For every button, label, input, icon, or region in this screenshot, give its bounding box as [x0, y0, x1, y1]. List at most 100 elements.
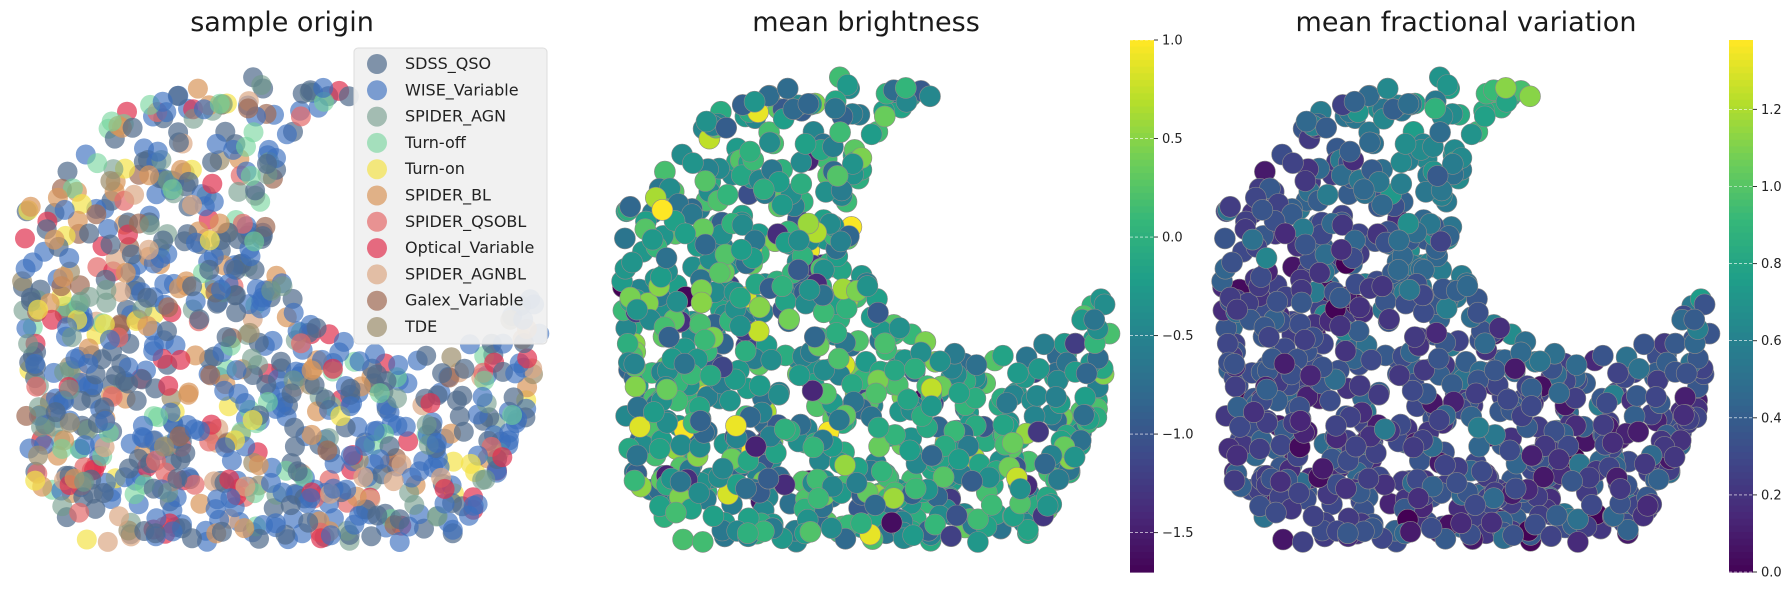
scatter-point: [693, 328, 716, 351]
scatter-point: [715, 117, 738, 139]
colorbar-segment: [1729, 359, 1753, 367]
scatter-point: [1241, 228, 1264, 251]
colorbar-segment: [1729, 332, 1753, 340]
scatter-point: [139, 215, 160, 235]
scatter-point: [143, 478, 164, 499]
scatter-point: [249, 528, 269, 549]
scatter-point: [1258, 326, 1280, 348]
scatter-point: [119, 458, 139, 479]
colorbar-segment: [1729, 319, 1753, 327]
scatter-point: [239, 322, 260, 343]
scatter-point: [474, 370, 495, 391]
colorbar-segment: [1729, 306, 1753, 314]
scatter-point: [219, 469, 240, 490]
scatter-point: [340, 378, 361, 399]
colorbar-segment: [1130, 545, 1154, 553]
scatter-point: [708, 261, 731, 284]
scatter-point: [1488, 317, 1511, 339]
scatter-point: [69, 502, 90, 523]
colorbar-segment: [1130, 139, 1154, 147]
panel-title: sample origin: [190, 7, 374, 38]
colorbar-segment: [1130, 173, 1154, 181]
scatter-point: [170, 349, 191, 370]
scatter-point: [211, 521, 232, 542]
colorbar-segment: [1130, 272, 1154, 280]
scatter-point: [1224, 375, 1247, 398]
scatter-point: [691, 531, 714, 553]
scatter-point: [404, 494, 425, 515]
colorbar: 1.2 1.0 0.8 0.6 0.4 0.2 0.0: [1729, 40, 1782, 581]
legend-marker: [367, 80, 387, 101]
scatter-point: [1388, 364, 1411, 387]
colorbar-segment: [1729, 252, 1753, 261]
scatter-point: [621, 251, 643, 274]
scatter-point: [1282, 152, 1304, 174]
scatter-point: [824, 97, 847, 120]
scatter-point: [79, 223, 100, 244]
scatter-point: [158, 297, 179, 318]
scatter-point: [860, 123, 883, 146]
scatter-point: [1394, 133, 1417, 155]
colorbar-segment: [1130, 312, 1154, 320]
scatter-point: [1390, 173, 1413, 195]
scatter-point: [674, 222, 697, 245]
scatter-point: [902, 524, 924, 547]
scatter-point: [454, 358, 475, 379]
scatter-point: [244, 231, 265, 252]
scatter-point: [1009, 478, 1032, 500]
scatter-point: [45, 402, 66, 423]
scatter-point: [773, 418, 796, 441]
scatter-point: [209, 213, 230, 234]
scatter-point: [340, 445, 361, 466]
scatter-point: [1636, 494, 1659, 517]
colorbar-segment: [1130, 46, 1154, 54]
scatter-point: [1567, 508, 1589, 531]
scatter-point: [178, 171, 199, 192]
scatter-point: [1404, 326, 1426, 348]
scatter-point: [472, 386, 493, 407]
scatter-point: [1426, 165, 1449, 187]
colorbar-segment: [1729, 226, 1753, 234]
scatter-point: [143, 341, 164, 362]
scatter-point: [145, 523, 166, 544]
scatter-point: [416, 345, 437, 366]
scatter-point: [1628, 357, 1650, 380]
colorbar-segment: [1729, 365, 1753, 374]
scatter-point: [298, 512, 319, 533]
scatter-point: [1388, 229, 1410, 252]
scatter-point: [826, 165, 849, 187]
scatter-point: [283, 302, 304, 323]
scatter-point: [1308, 261, 1331, 284]
scatter-point: [948, 448, 970, 471]
scatter-point: [995, 392, 1018, 414]
scatter-point: [1033, 333, 1055, 356]
scatter-point: [729, 286, 752, 309]
scatter-point: [1371, 194, 1393, 216]
scatter-point: [235, 476, 256, 497]
colorbar-segment: [1729, 212, 1753, 221]
colorbar-tick-label: 0.2: [1761, 488, 1782, 503]
colorbar-segment: [1130, 192, 1154, 201]
colorbar-segment: [1130, 339, 1154, 347]
scatter-point: [101, 111, 122, 132]
scatter-point: [920, 395, 943, 417]
scatter-point: [919, 85, 941, 108]
scatter-point: [323, 478, 344, 499]
scatter-point: [1045, 386, 1067, 408]
colorbar-segment: [1729, 492, 1753, 500]
colorbar-segment: [1130, 532, 1154, 540]
scatter-point: [757, 467, 780, 490]
scatter-point: [867, 301, 889, 324]
colorbar-segment: [1130, 79, 1154, 88]
scatter-point: [658, 326, 680, 348]
scatter-point: [992, 344, 1014, 367]
scatter-point: [1467, 416, 1490, 439]
scatter-point: [1592, 413, 1615, 436]
scatter-point: [434, 493, 455, 514]
colorbar-segment: [1729, 99, 1753, 108]
scatter-point: [682, 152, 704, 174]
legend-frame: [353, 47, 548, 345]
scatter-points: [611, 66, 1121, 553]
scatter-point: [798, 278, 821, 301]
colorbar-segment: [1130, 325, 1154, 334]
